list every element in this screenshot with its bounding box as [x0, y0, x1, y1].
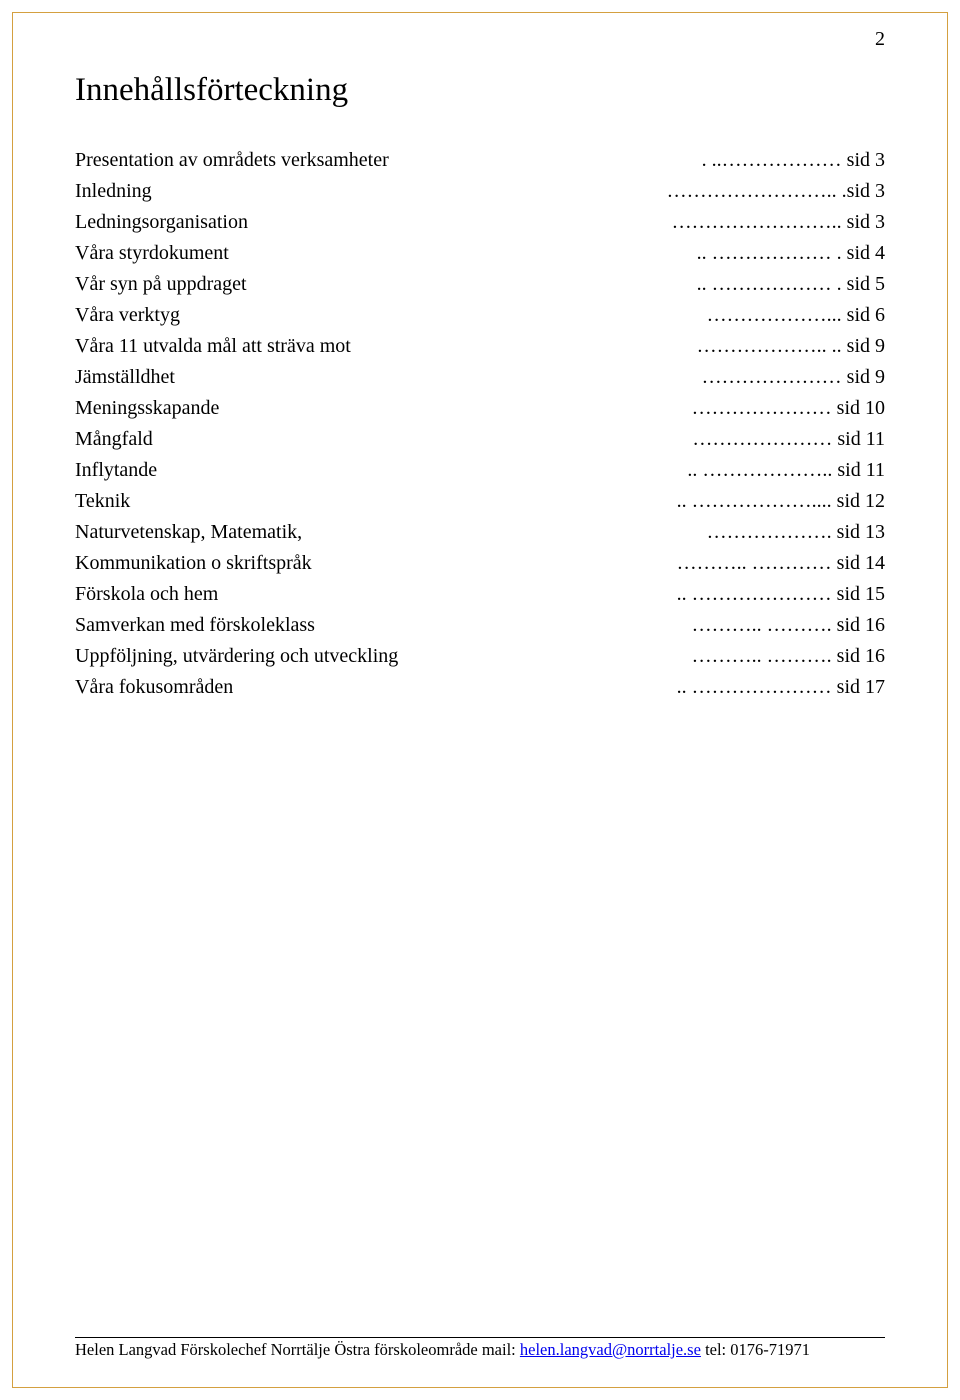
toc-entry-label: Kommunikation o skriftspråk — [75, 548, 320, 579]
toc-entry-label: Presentation av områdets verksamheter — [75, 145, 397, 176]
toc-entry-page: ……….. ………… sid 14 — [677, 548, 885, 579]
toc-row: Presentation av områdets verksamheter . .… — [75, 145, 885, 176]
table-of-contents: Presentation av områdets verksamheter . .… — [75, 145, 885, 703]
toc-row: Vår syn på uppdraget .. ……………… . sid 5 — [75, 269, 885, 300]
toc-entry-label: Ledningsorganisation — [75, 207, 256, 238]
toc-entry-page: ………………… sid 9 — [702, 362, 885, 393]
toc-row: Naturvetenskap, Matematik, ………………. sid 13 — [75, 517, 885, 548]
footer-email-link[interactable]: helen.langvad@norrtalje.se — [520, 1340, 701, 1359]
toc-entry-page: ………………… sid 10 — [692, 393, 885, 424]
toc-entry-label: Samverkan med förskoleklass — [75, 610, 323, 641]
toc-entry-page: .. ……………… . sid 4 — [697, 238, 885, 269]
toc-entry-page: .. ………………… sid 17 — [677, 672, 885, 703]
toc-entry-page: ………………… sid 11 — [692, 424, 885, 455]
toc-entry-page: .. ……………… . sid 5 — [697, 269, 885, 300]
toc-entry-label: Meningsskapande — [75, 393, 227, 424]
toc-entry-label: Mångfald — [75, 424, 161, 455]
toc-entry-page: …………………….. .sid 3 — [667, 176, 885, 207]
toc-row: Ledningsorganisation …………………….. sid 3 — [75, 207, 885, 238]
toc-entry-page: ……….. ………. sid 16 — [692, 641, 885, 672]
toc-row: Mångfald ………………… sid 11 — [75, 424, 885, 455]
toc-entry-label: Vår syn på uppdraget — [75, 269, 255, 300]
toc-row: Våra fokusområden .. ………………… sid 17 — [75, 672, 885, 703]
toc-entry-label: Naturvetenskap, Matematik, — [75, 517, 310, 548]
toc-row: Inflytande .. ……………….. sid 11 — [75, 455, 885, 486]
toc-entry-page: …………………….. sid 3 — [672, 207, 885, 238]
toc-row: Meningsskapande ………………… sid 10 — [75, 393, 885, 424]
toc-row: Teknik .. ……………….... sid 12 — [75, 486, 885, 517]
toc-entry-label: Jämställdhet — [75, 362, 183, 393]
toc-entry-label: Våra styrdokument — [75, 238, 237, 269]
toc-row: Förskola och hem .. ………………… sid 15 — [75, 579, 885, 610]
footer: Helen Langvad Förskolechef Norrtälje Öst… — [75, 1337, 885, 1360]
toc-entry-page: ………………. sid 13 — [707, 517, 885, 548]
toc-entry-page: ……………….. .. sid 9 — [697, 331, 885, 362]
toc-entry-page: .. ……………….. sid 11 — [687, 455, 885, 486]
toc-entry-page: ………………... sid 6 — [707, 300, 885, 331]
footer-prefix: Helen Langvad Förskolechef Norrtälje Öst… — [75, 1340, 520, 1359]
toc-entry-page: ……….. ………. sid 16 — [692, 610, 885, 641]
toc-entry-label: Våra verktyg — [75, 300, 188, 331]
toc-entry-label: Teknik — [75, 486, 138, 517]
toc-entry-label: Förskola och hem — [75, 579, 226, 610]
footer-suffix: tel: 0176-71971 — [701, 1340, 810, 1359]
toc-row: Våra verktyg ………………... sid 6 — [75, 300, 885, 331]
page-title: Innehållsförteckning — [75, 72, 885, 109]
toc-entry-page: .. ………………… sid 15 — [677, 579, 885, 610]
toc-row: Våra styrdokument .. ……………… . sid 4 — [75, 238, 885, 269]
toc-row: Jämställdhet ………………… sid 9 — [75, 362, 885, 393]
toc-row: Våra 11 utvalda mål att sträva mot ………………… — [75, 331, 885, 362]
toc-entry-label: Våra fokusområden — [75, 672, 241, 703]
toc-entry-label: Uppföljning, utvärdering och utveckling — [75, 641, 406, 672]
toc-row: Inledning …………………….. .sid 3 — [75, 176, 885, 207]
toc-entry-label: Inflytande — [75, 455, 165, 486]
toc-row: Uppföljning, utvärdering och utveckling …… — [75, 641, 885, 672]
page-number: 2 — [875, 28, 885, 51]
toc-row: Samverkan med förskoleklass ……….. ………. si… — [75, 610, 885, 641]
toc-entry-label: Våra 11 utvalda mål att sträva mot — [75, 331, 359, 362]
content-area: Innehållsförteckning Presentation av omr… — [75, 72, 885, 703]
toc-entry-page: . ..……………… sid 3 — [702, 145, 885, 176]
toc-row: Kommunikation o skriftspråk ……….. ………… si… — [75, 548, 885, 579]
toc-entry-page: .. ……………….... sid 12 — [677, 486, 885, 517]
toc-entry-label: Inledning — [75, 176, 160, 207]
